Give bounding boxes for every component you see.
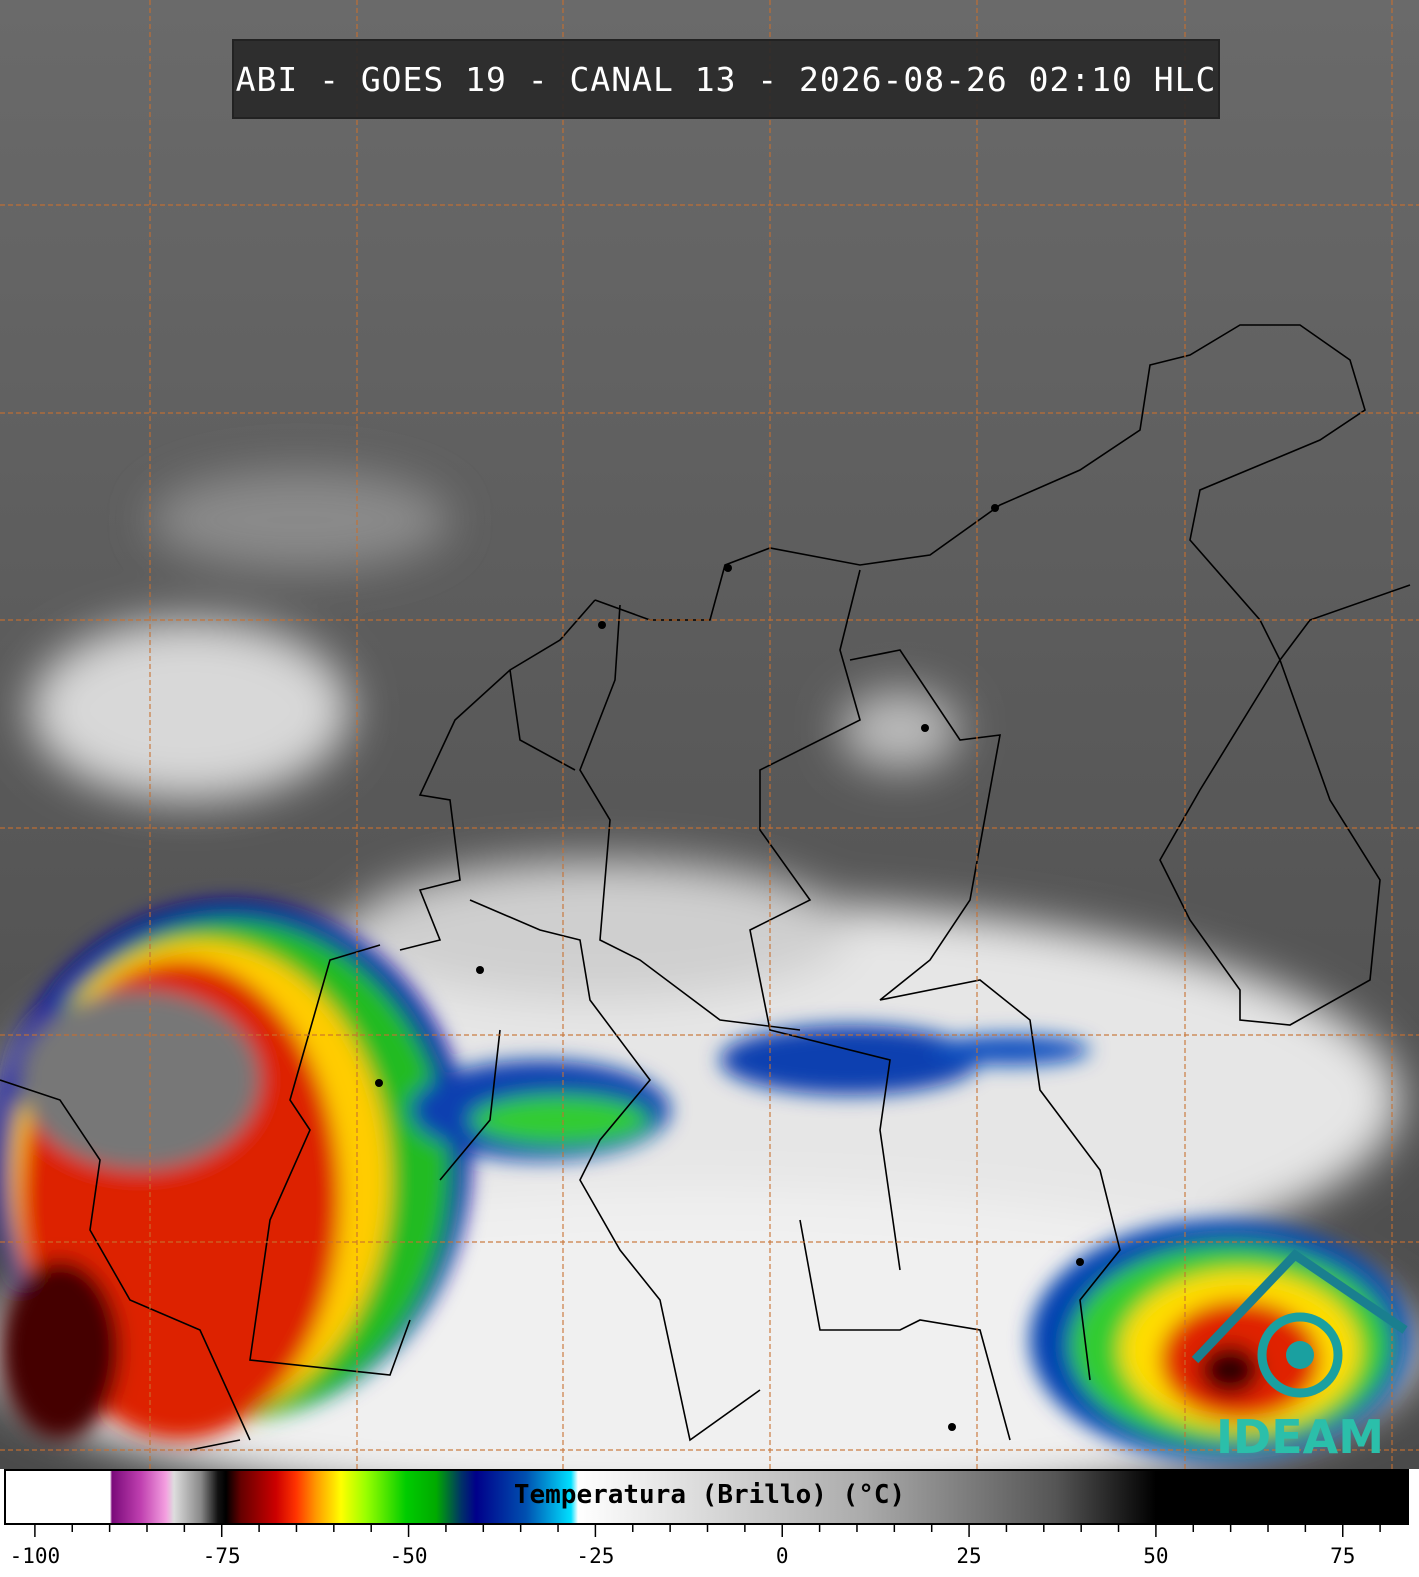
city-markers xyxy=(375,504,1084,1431)
tick-label: -100 xyxy=(10,1544,61,1568)
tick-label: 0 xyxy=(776,1544,789,1568)
tick-label: -50 xyxy=(390,1544,428,1568)
colorbar-label: Temperatura (Brillo) (°C) xyxy=(513,1480,906,1510)
colorbar-axis: -100 -75 -50 -25 0 25 50 75 xyxy=(10,1525,1381,1568)
title: ABI - GOES 19 - CANAL 13 - 2026-08-26 02… xyxy=(232,39,1220,119)
satellite-map: IDEAM xyxy=(0,0,1419,1469)
tick-label: 25 xyxy=(956,1544,981,1568)
graticule xyxy=(0,0,1419,1469)
tick-label: 50 xyxy=(1143,1544,1168,1568)
tick-label: 75 xyxy=(1330,1544,1355,1568)
tick-label: -25 xyxy=(576,1544,614,1568)
logo-text: IDEAM xyxy=(1216,1410,1384,1464)
colorbar xyxy=(4,1469,1409,1525)
logo: IDEAM xyxy=(1191,1249,1408,1464)
tick-label: -75 xyxy=(203,1544,241,1568)
borders xyxy=(0,324,1411,1451)
